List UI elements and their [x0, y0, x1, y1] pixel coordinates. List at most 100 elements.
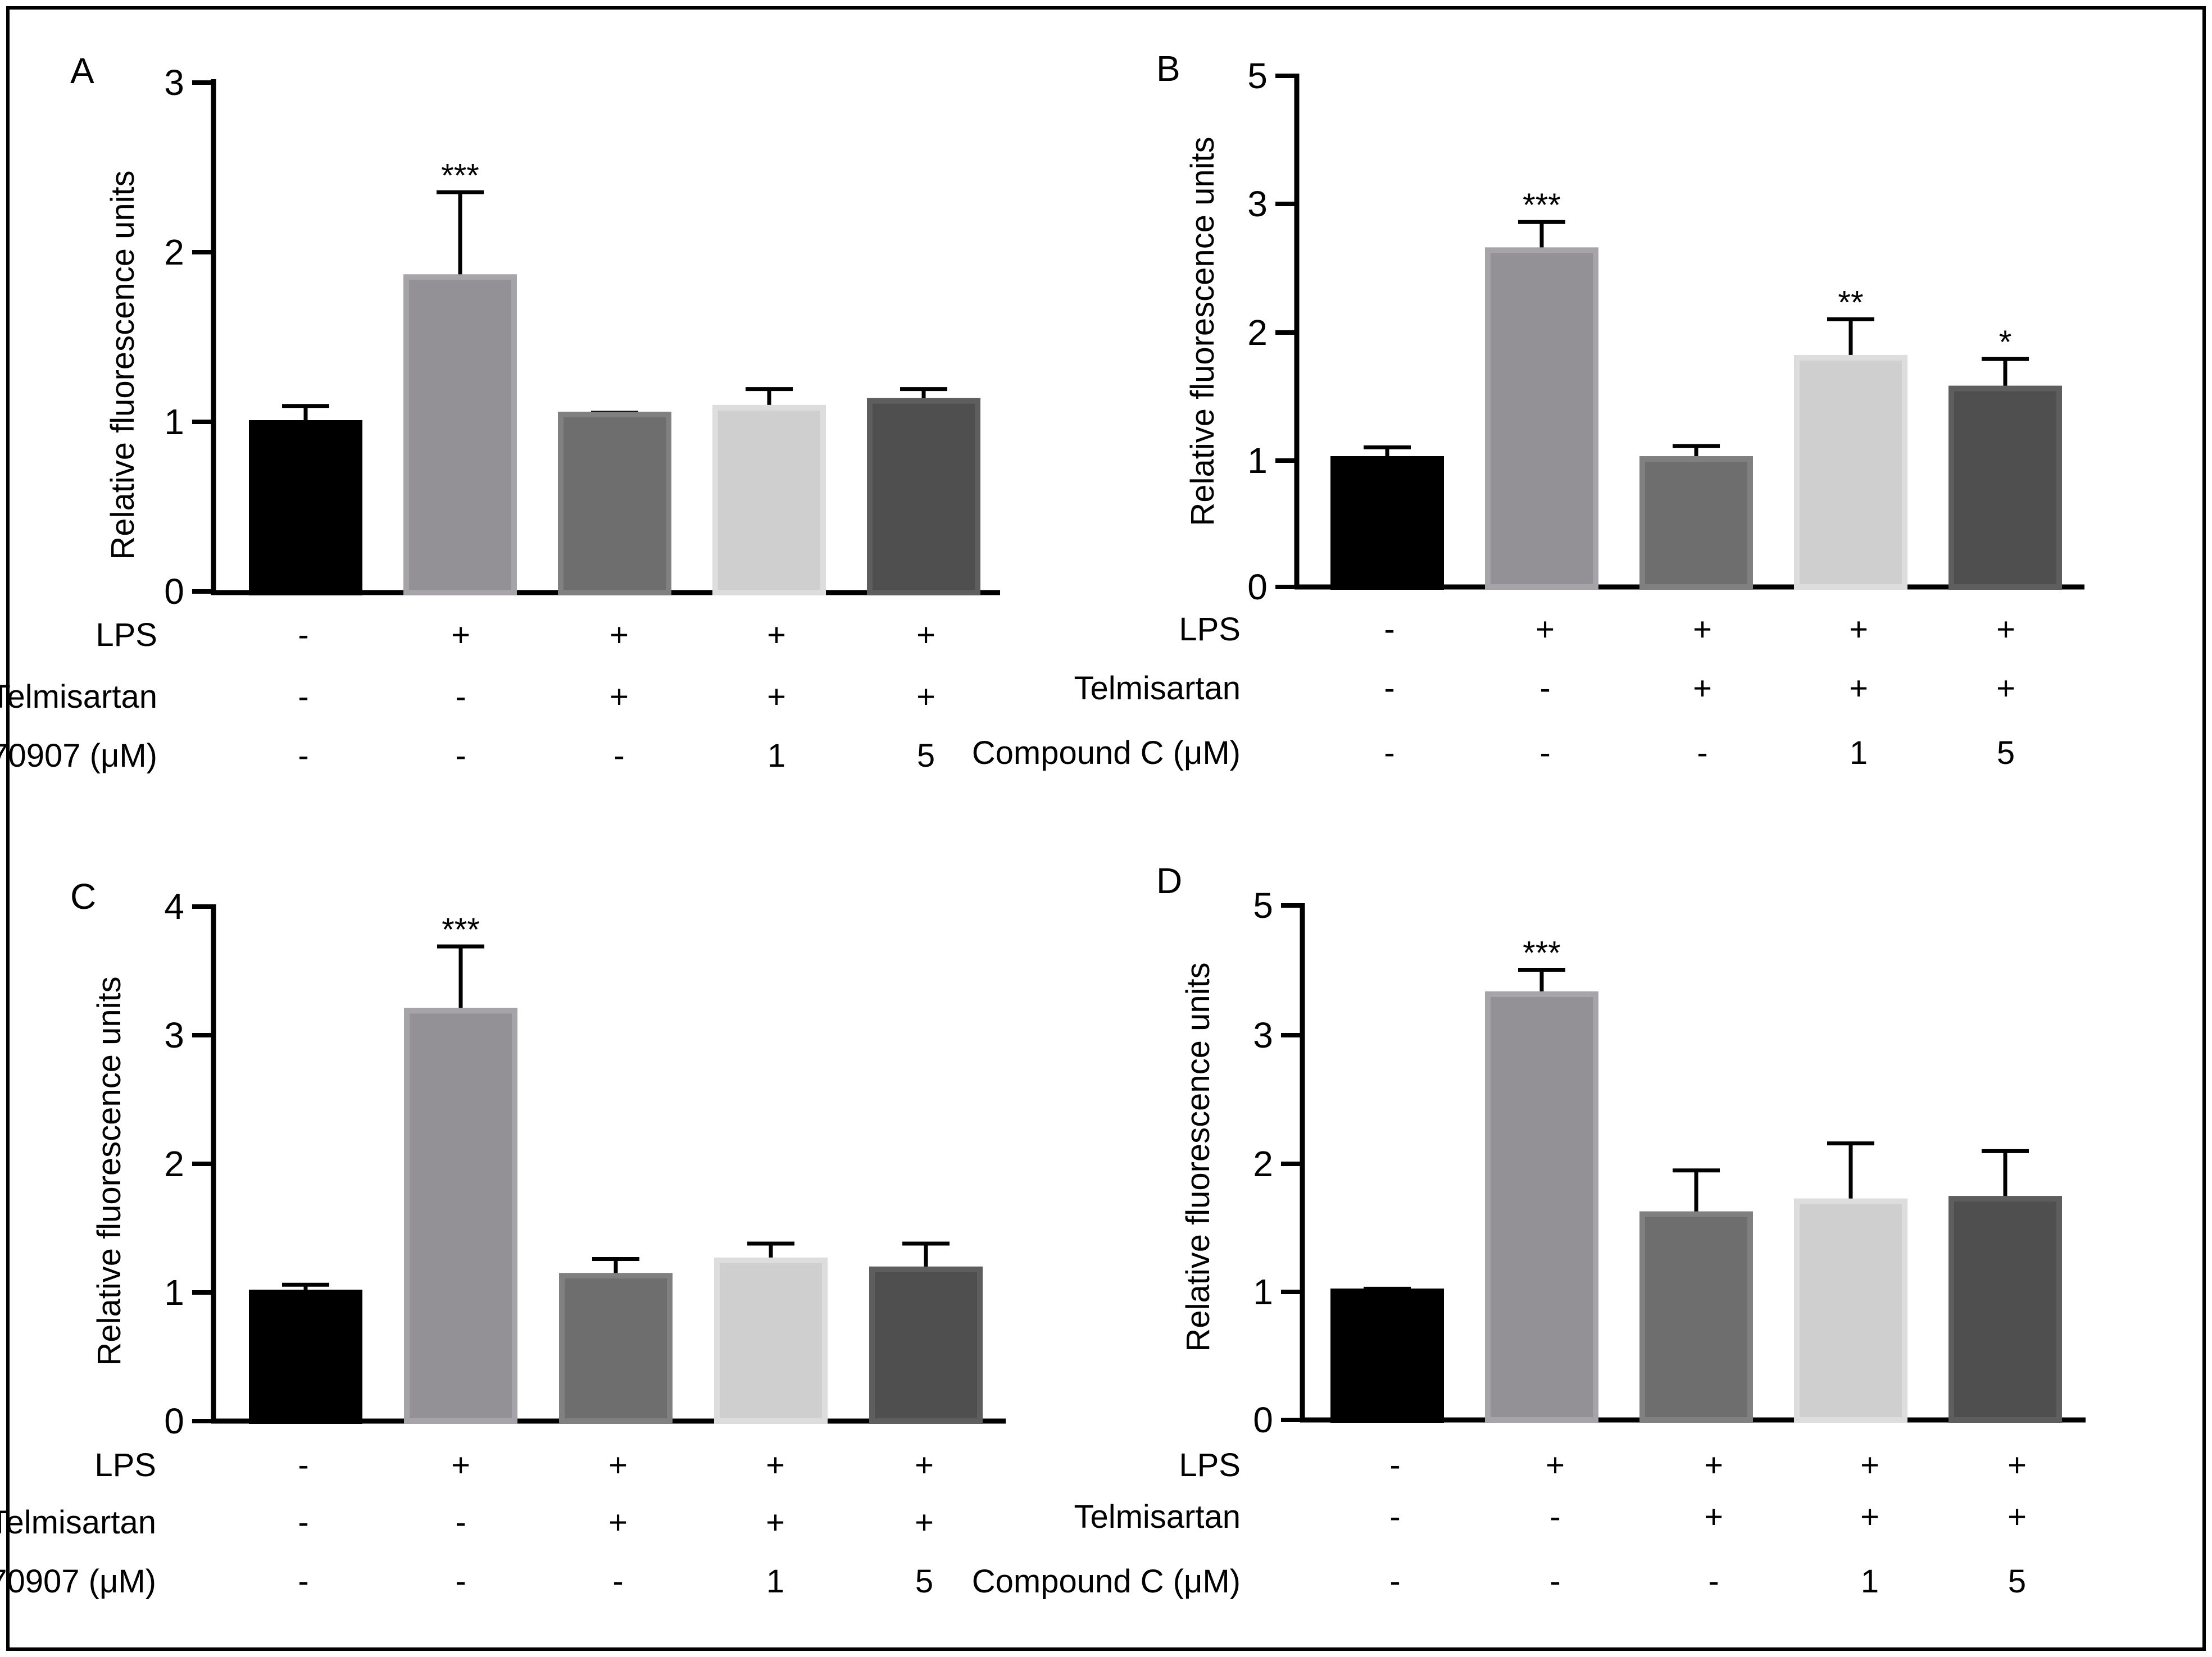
panel-label: C — [70, 876, 96, 917]
condition-label: T0070907 (μM) — [0, 738, 157, 774]
condition-value: + — [766, 1504, 785, 1541]
condition-label: Telmisartan — [1074, 1499, 1241, 1535]
bars: ****** — [1330, 187, 2062, 590]
condition-value: + — [1546, 1447, 1565, 1483]
condition-value: - — [455, 1563, 466, 1600]
condition-value: + — [1536, 611, 1555, 648]
condition-value: 5 — [917, 738, 935, 774]
condition-value: + — [2007, 1499, 2027, 1535]
condition-value: - — [298, 1504, 308, 1541]
significance-label: * — [1999, 324, 2012, 361]
condition-value: - — [1389, 1499, 1400, 1535]
condition-value: + — [1704, 1499, 1723, 1535]
condition-value: - — [298, 738, 308, 774]
y-axis-label: Relative fluorescence units — [1184, 136, 1221, 526]
significance-label: *** — [1523, 187, 1561, 224]
y-axis-label: Relative fluorescence units — [105, 170, 141, 559]
bars: *** — [249, 912, 983, 1424]
condition-value: + — [1860, 1499, 1879, 1535]
y-tick-label: 3 — [164, 62, 184, 103]
condition-value: + — [767, 679, 786, 715]
y-tick-label: 0 — [164, 1401, 184, 1441]
condition-value: - — [1384, 611, 1395, 648]
panel-a: A Relative fluorescence units 0 1 2 3 *** L… — [0, 51, 1000, 774]
condition-value: - — [1384, 735, 1395, 771]
condition-label: Telmisartan — [0, 679, 157, 715]
y-tick-label: 1 — [1253, 1272, 1273, 1312]
bar — [558, 411, 671, 596]
bar — [1330, 456, 1444, 590]
bar — [1948, 385, 2062, 590]
bar — [869, 1266, 983, 1424]
condition-value: + — [1849, 670, 1868, 707]
condition-value: - — [298, 617, 308, 653]
condition-value: + — [451, 1447, 470, 1483]
bar — [559, 1273, 673, 1424]
y-tick-label: 1 — [164, 1272, 184, 1313]
condition-value: + — [608, 1447, 628, 1483]
panel-label: D — [1156, 861, 1182, 901]
condition-value: + — [1860, 1447, 1879, 1483]
y-tick-label: 2 — [1253, 1144, 1273, 1184]
condition-value: - — [1389, 1447, 1400, 1483]
condition-value: - — [1550, 1563, 1560, 1600]
bar — [1485, 991, 1598, 1423]
bar — [1948, 1196, 2062, 1423]
condition-value: 5 — [1997, 735, 2015, 771]
condition-value: - — [1539, 670, 1550, 707]
condition-value: + — [916, 679, 935, 715]
condition-value: 1 — [767, 738, 785, 774]
significance-label: *** — [1523, 935, 1561, 972]
bar — [1639, 456, 1753, 590]
y-axis-label: Relative fluorescence units — [1180, 962, 1216, 1351]
y-tick-label: 3 — [1247, 184, 1268, 224]
condition-value: - — [1389, 1563, 1400, 1600]
condition-label: Telmisartan — [0, 1504, 156, 1541]
condition-value: - — [1708, 1563, 1719, 1600]
y-tick-label: 4 — [164, 886, 184, 927]
condition-value: + — [2007, 1447, 2027, 1483]
condition-table: LPS - + + + + Telmisartan - - + + + Compound C (μM) -… — [972, 1447, 2027, 1600]
condition-value: + — [1693, 611, 1712, 648]
condition-table: LPS - + + + + Telmisartan - - + + + Compound C (μM) -… — [972, 611, 2015, 771]
condition-value: + — [1693, 670, 1712, 707]
significance-label: *** — [442, 912, 480, 948]
bars: *** — [1330, 935, 2062, 1423]
bar — [1794, 354, 1907, 590]
bar — [1794, 1198, 1907, 1423]
y-tick-label: 3 — [1253, 1015, 1273, 1055]
bar — [1485, 247, 1598, 590]
bars: *** — [249, 157, 980, 596]
condition-table: LPS - + + + + Telmisartan - - + + + T0070907 (μM) - - -… — [0, 617, 935, 774]
y-tick-label: 1 — [164, 402, 184, 442]
condition-value: - — [455, 738, 466, 774]
significance-label: *** — [441, 157, 479, 194]
condition-label: Compound C (μM) — [972, 1563, 1241, 1600]
condition-value: + — [767, 617, 786, 653]
condition-value: + — [1849, 611, 1868, 648]
bar — [404, 1008, 517, 1424]
bar — [712, 404, 826, 595]
condition-value: - — [298, 1447, 308, 1483]
condition-value: + — [608, 1504, 628, 1541]
condition-value: + — [1704, 1447, 1723, 1483]
y-tick-label: 0 — [164, 571, 184, 612]
condition-value: + — [915, 1447, 934, 1483]
condition-value: - — [298, 1563, 308, 1600]
condition-value: + — [1996, 611, 2015, 648]
condition-label: LPS — [1179, 611, 1241, 648]
y-tick-label: 0 — [1253, 1400, 1273, 1440]
panel-label: A — [70, 51, 94, 91]
condition-table: LPS - + + + + Telmisartan - - + + + T0070907 (μM) - - -… — [0, 1447, 934, 1600]
condition-value: - — [455, 1504, 466, 1541]
condition-value: - — [455, 679, 466, 715]
condition-value: - — [1550, 1499, 1560, 1535]
bar — [249, 1290, 362, 1424]
condition-value: + — [610, 617, 629, 653]
bar — [714, 1257, 828, 1424]
bar — [867, 398, 980, 595]
condition-label: LPS — [94, 1447, 156, 1483]
condition-value: 5 — [2008, 1563, 2026, 1600]
